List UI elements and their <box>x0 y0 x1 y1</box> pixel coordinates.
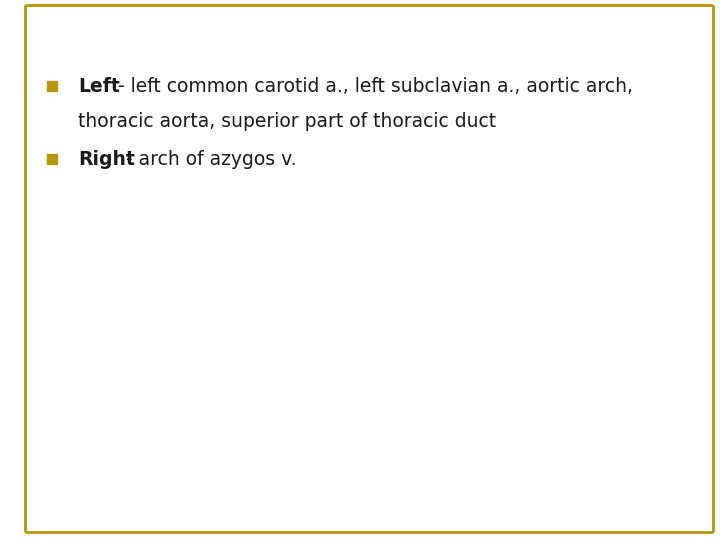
Text: - arch of azygos v.: - arch of azygos v. <box>120 150 296 169</box>
Text: Right: Right <box>78 150 135 169</box>
Text: Left: Left <box>78 77 120 96</box>
Text: - left common carotid a., left subclavian a., aortic arch,: - left common carotid a., left subclavia… <box>112 77 634 96</box>
Text: thoracic aorta, superior part of thoracic duct: thoracic aorta, superior part of thoraci… <box>78 112 496 131</box>
